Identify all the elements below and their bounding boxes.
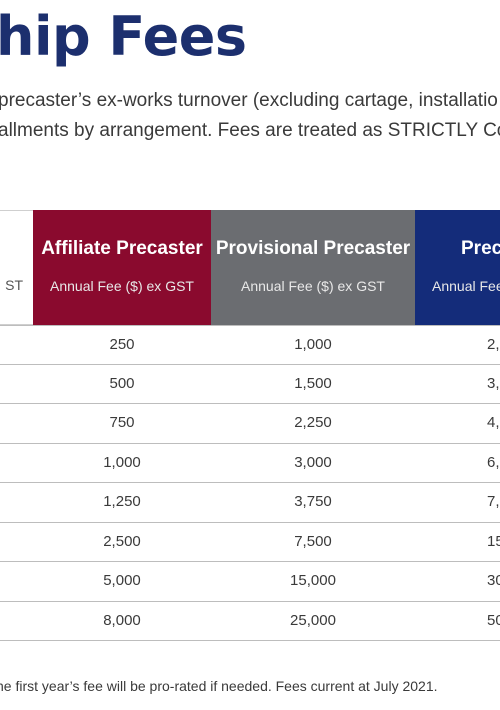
header-affiliate-sub: Annual Fee ($) ex GST bbox=[50, 278, 194, 294]
intro-line-2: allments by arrangement. Fees are treate… bbox=[0, 120, 500, 141]
table-row: 5,000 15,000 30, bbox=[0, 562, 500, 602]
cell-affiliate-fee: 1,000 bbox=[103, 453, 141, 471]
header-affiliate-precaster: Affiliate Precaster Annual Fee ($) ex GS… bbox=[33, 210, 211, 325]
table-body: 250 1,000 2,0 500 1,500 3,0 750 2,250 4,… bbox=[0, 325, 500, 641]
footnote: he first year’s fee will be pro-rated if… bbox=[0, 678, 438, 694]
cell-precaster-fee: 50, bbox=[487, 611, 500, 629]
header-affiliate-title: Affiliate Precaster bbox=[41, 238, 203, 259]
cell-precaster-fee: 30, bbox=[487, 572, 500, 589]
cell-affiliate-fee: 1,250 bbox=[103, 493, 141, 510]
cell-provisional-fee: 2,250 bbox=[294, 414, 332, 431]
cell-affiliate-fee: 2,500 bbox=[103, 532, 141, 550]
table-row: 250 1,000 2,0 bbox=[0, 325, 500, 365]
cell-precaster-fee: 15, bbox=[487, 532, 500, 550]
cell-affiliate-fee: 5,000 bbox=[103, 572, 141, 589]
header-provisional-precaster: Provisional Precaster Annual Fee ($) ex … bbox=[211, 210, 415, 325]
header-provisional-sub: Annual Fee ($) ex GST bbox=[241, 278, 385, 294]
cell-provisional-fee: 3,750 bbox=[294, 493, 332, 510]
header-precaster-sub: Annual Fee bbox=[432, 278, 500, 294]
table-row: 1,000 3,000 6,0 bbox=[0, 444, 500, 483]
header-turnover-column: ST bbox=[0, 210, 33, 325]
cell-precaster-fee: 2,0 bbox=[487, 336, 500, 353]
cell-affiliate-fee: 500 bbox=[109, 374, 135, 392]
cell-precaster-fee: 4,5 bbox=[487, 414, 500, 431]
intro-line-1: precaster’s ex-works turnover (excluding… bbox=[0, 90, 498, 111]
cell-provisional-fee: 15,000 bbox=[290, 572, 336, 589]
cell-precaster-fee: 3,0 bbox=[487, 374, 500, 392]
cell-provisional-fee: 1,000 bbox=[294, 336, 332, 353]
page-title: hip Fees bbox=[0, 5, 247, 68]
header-precaster-title: Prec bbox=[461, 238, 500, 259]
cell-precaster-fee: 6,0 bbox=[487, 453, 500, 471]
cell-affiliate-fee: 750 bbox=[109, 414, 135, 431]
cell-affiliate-fee: 250 bbox=[109, 336, 135, 353]
cell-provisional-fee: 1,500 bbox=[294, 374, 332, 392]
cell-provisional-fee: 7,500 bbox=[294, 532, 332, 550]
cell-precaster-fee: 7,5 bbox=[487, 493, 500, 510]
table-row: 750 2,250 4,5 bbox=[0, 404, 500, 444]
cell-provisional-fee: 3,000 bbox=[294, 453, 332, 471]
table-row: 8,000 25,000 50, bbox=[0, 602, 500, 641]
header-provisional-title: Provisional Precaster bbox=[215, 238, 411, 259]
table-row: 2,500 7,500 15, bbox=[0, 523, 500, 562]
cell-affiliate-fee: 8,000 bbox=[103, 611, 141, 629]
header-turnover-sub: ST bbox=[5, 277, 23, 293]
table-row: 500 1,500 3,0 bbox=[0, 365, 500, 404]
cell-provisional-fee: 25,000 bbox=[290, 611, 336, 629]
header-precaster: Prec Annual Fee bbox=[415, 210, 500, 325]
table-row: 1,250 3,750 7,5 bbox=[0, 483, 500, 523]
